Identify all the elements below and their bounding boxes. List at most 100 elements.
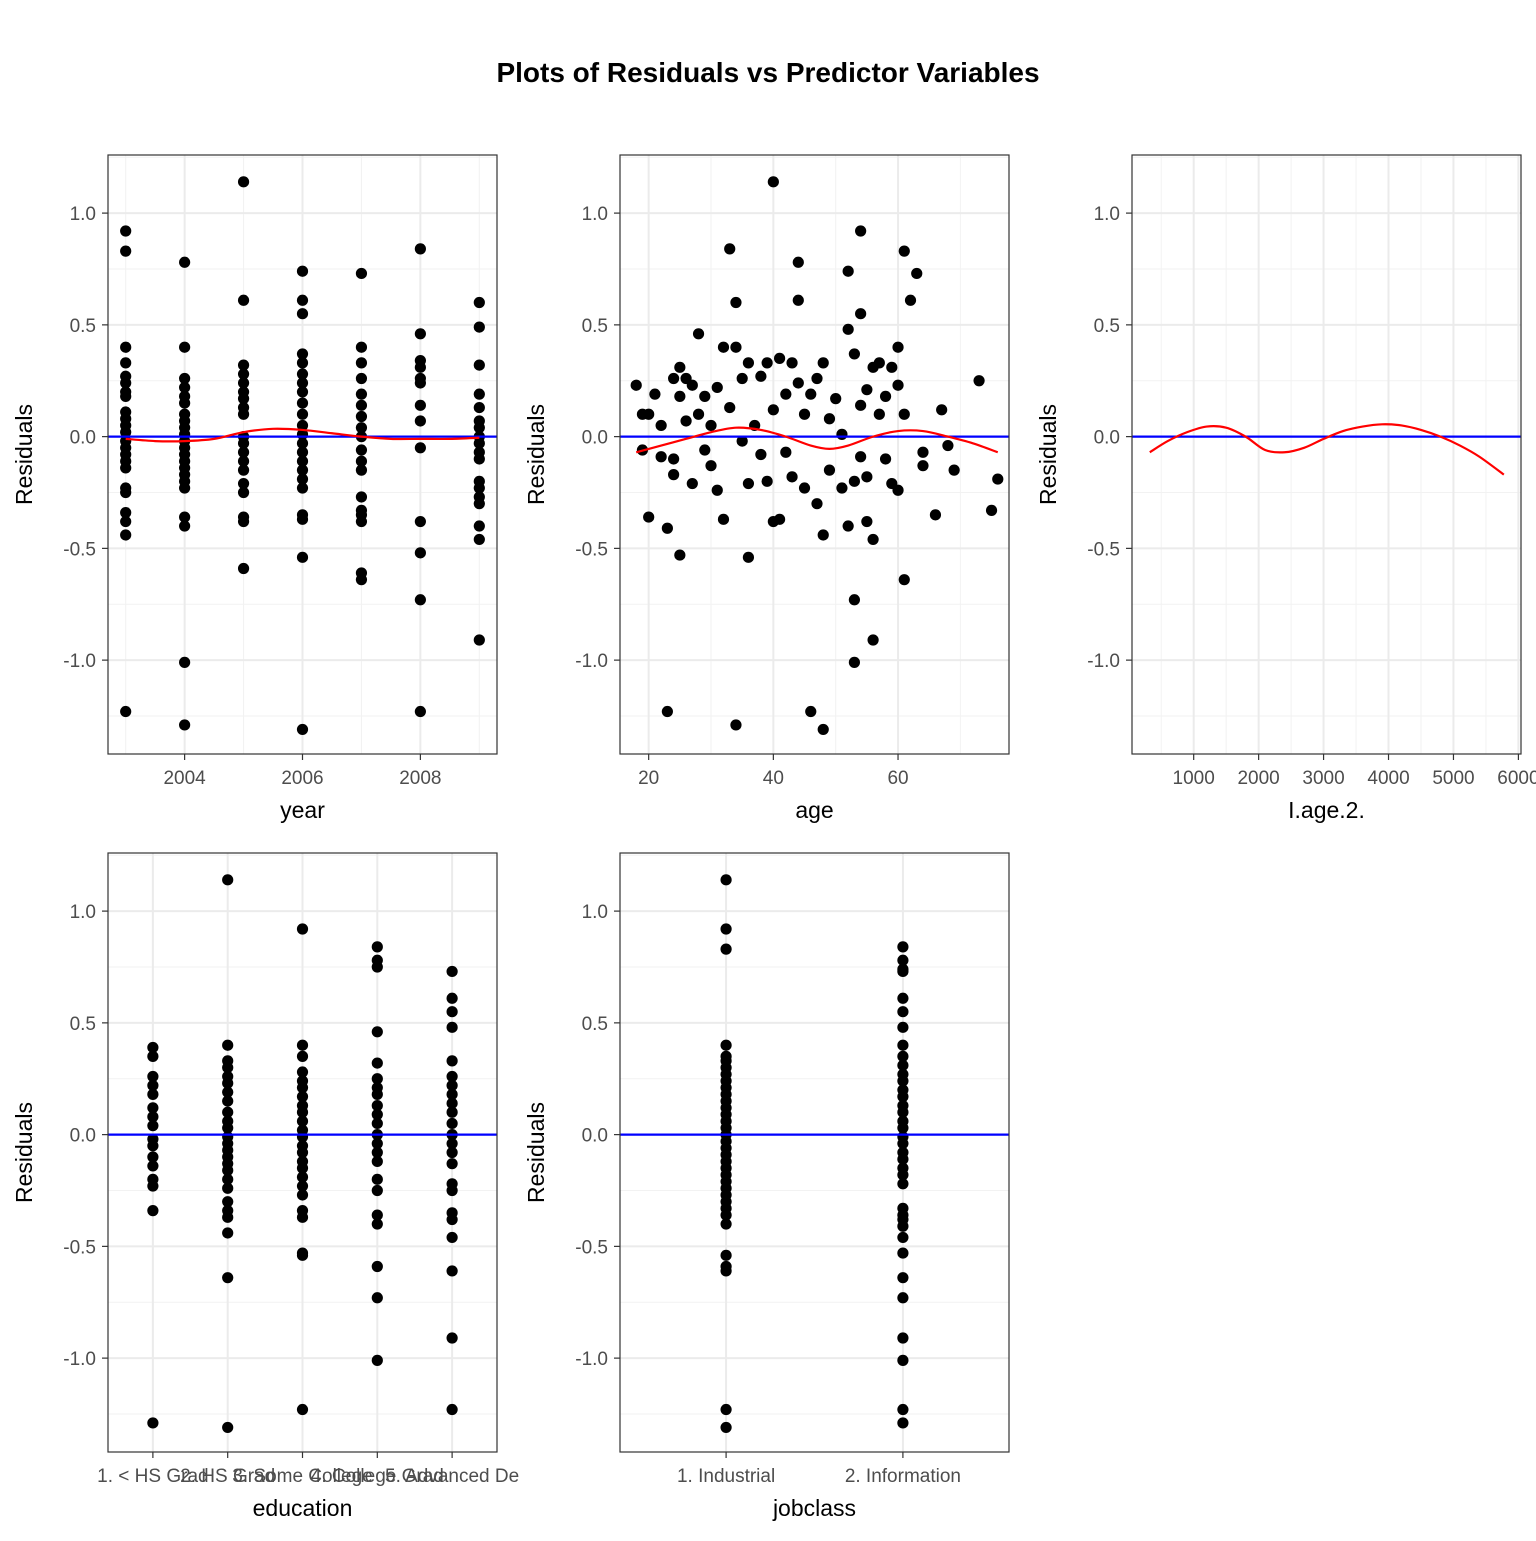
residual-point — [473, 634, 485, 646]
residual-point — [237, 562, 250, 575]
x-tick-label: 3. Some College — [232, 1466, 372, 1487]
x-tick-label: 5000 — [1432, 768, 1474, 789]
residual-point — [147, 1050, 159, 1062]
residual-point — [842, 265, 854, 277]
y-tick-label: 0.5 — [582, 1014, 608, 1035]
residual-point — [861, 471, 873, 483]
residual-point — [897, 1075, 909, 1087]
residual-point — [296, 482, 309, 494]
x-tick-label: 60 — [887, 768, 908, 789]
residual-point — [147, 1160, 159, 1172]
residual-point — [222, 1061, 234, 1074]
residual-point — [717, 513, 730, 525]
residual-point — [237, 368, 250, 380]
residual-point — [222, 1086, 234, 1098]
residual-point — [296, 1106, 309, 1118]
smooth-curve — [1149, 423, 1505, 476]
residual-point — [371, 1184, 383, 1197]
residual-point — [414, 705, 426, 718]
residual-point — [446, 1117, 458, 1130]
residual-point — [237, 408, 250, 420]
residual-point — [936, 404, 948, 416]
residual-point — [371, 1260, 383, 1273]
residual-point — [414, 243, 426, 255]
residual-point — [237, 486, 250, 499]
residual-point — [736, 435, 748, 447]
y-tick-label: -0.5 — [575, 539, 608, 560]
residual-point — [147, 1041, 159, 1054]
residual-point — [237, 515, 250, 528]
residual-point — [473, 359, 485, 371]
residual-point — [717, 341, 730, 353]
residual-point — [898, 574, 910, 586]
x-tick-label: 1000 — [1173, 768, 1215, 789]
y-axis-title: Residuals — [523, 404, 549, 505]
residual-point — [120, 486, 132, 499]
residual-point — [296, 1189, 309, 1201]
residual-point — [720, 1218, 732, 1230]
residual-point — [873, 357, 885, 369]
residual-point — [371, 1099, 383, 1112]
residual-point — [355, 372, 368, 385]
x-tick-label: 2008 — [399, 768, 441, 789]
residual-point — [786, 357, 798, 369]
residual-point — [855, 308, 867, 320]
residual-point — [446, 1021, 458, 1033]
residual-point — [179, 482, 191, 494]
residual-point — [296, 464, 309, 476]
residual-point — [120, 529, 132, 541]
panel-border — [1131, 154, 1522, 755]
residual-point — [296, 377, 309, 389]
residual-point — [780, 446, 792, 458]
y-tick-label: 0.5 — [1094, 316, 1120, 337]
x-tick-label: 5. Advanced De — [385, 1466, 519, 1487]
residual-point — [473, 388, 485, 400]
residual-point — [861, 515, 873, 528]
residual-point — [237, 464, 250, 476]
residual-point — [911, 267, 923, 280]
residual-point — [414, 328, 426, 340]
residual-point — [867, 634, 879, 646]
residual-point — [767, 404, 779, 416]
residual-point — [355, 399, 368, 411]
residual-point — [823, 464, 836, 476]
residual-point — [296, 265, 309, 277]
residual-point — [222, 1039, 234, 1051]
residual-point — [296, 294, 309, 306]
residual-point — [371, 1137, 383, 1150]
residual-point — [355, 444, 368, 456]
residual-point — [296, 1403, 309, 1416]
residual-point — [296, 386, 309, 398]
residual-point — [897, 1050, 909, 1062]
residual-point — [296, 1091, 309, 1103]
residual-point — [414, 594, 426, 606]
residual-point — [892, 484, 904, 496]
residual-point — [730, 296, 742, 309]
residual-point — [371, 1108, 383, 1121]
residual-point — [147, 1120, 159, 1132]
residual-point — [179, 372, 191, 385]
residual-point — [446, 1006, 458, 1018]
residual-point — [120, 225, 132, 237]
residual-point — [897, 1059, 909, 1071]
residual-point — [446, 1088, 458, 1100]
residual-point — [668, 453, 680, 465]
residual-point — [147, 1079, 159, 1092]
residual-point — [699, 444, 711, 456]
residual-point — [222, 1182, 234, 1194]
x-axis-title: jobclass — [772, 1495, 856, 1521]
residual-point — [446, 1332, 458, 1344]
residual-point — [655, 419, 667, 432]
residual-point — [371, 1292, 383, 1304]
residual-point — [711, 381, 723, 394]
residual-point — [120, 377, 132, 389]
residual-point — [904, 294, 917, 306]
residual-point — [661, 705, 673, 718]
residual-point — [414, 547, 426, 559]
residual-point — [473, 296, 485, 309]
residual-point — [897, 1354, 909, 1366]
residual-point — [296, 1050, 309, 1062]
residual-point — [680, 415, 692, 427]
residual-point — [296, 455, 309, 467]
residual-point — [446, 1146, 458, 1159]
